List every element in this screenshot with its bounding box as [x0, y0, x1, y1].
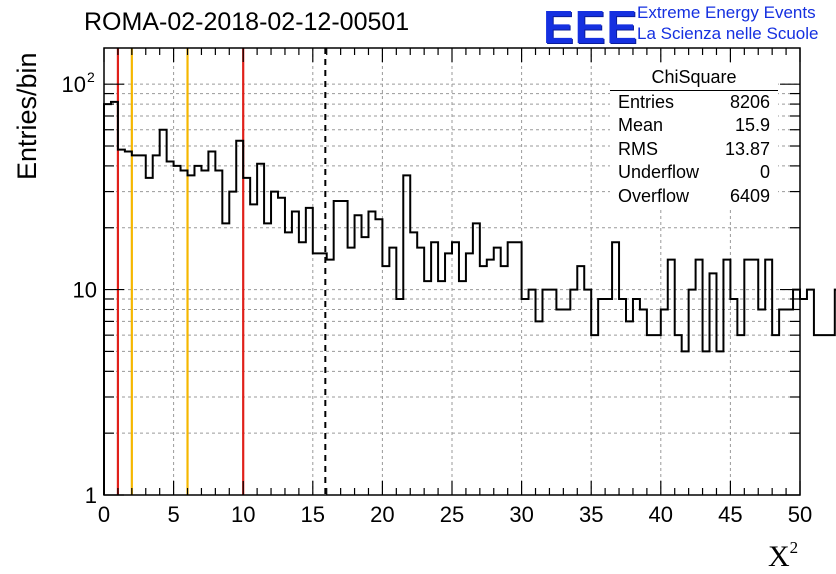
x-tick-label: 45: [718, 502, 742, 527]
stats-row: Mean 15.9: [610, 114, 778, 137]
x-tick-label: 25: [440, 502, 464, 527]
logo-line-2: La Scienza nelle Scuole: [637, 24, 819, 43]
stats-name: ChiSquare: [610, 66, 778, 91]
x-axis-label-base: X: [768, 540, 790, 573]
y-tick-label: 1: [85, 483, 97, 508]
logo-line-1: Extreme Energy Events: [637, 3, 816, 22]
stats-label: Entries: [618, 92, 675, 112]
x-tick-label: 10: [231, 502, 255, 527]
y-tick-label: 10: [62, 72, 86, 97]
x-tick-label: 40: [649, 502, 673, 527]
stats-value: 6409: [729, 185, 770, 206]
axis-ticks: [103, 48, 801, 496]
y-tick-label: 10: [73, 278, 97, 303]
stats-label: Overflow: [618, 185, 690, 206]
stats-value: 15.9: [734, 115, 770, 136]
x-tick-label: 15: [301, 502, 325, 527]
marker-lines: [116, 48, 327, 495]
stats-label: RMS: [618, 138, 658, 159]
x-tick-label: 50: [788, 502, 812, 527]
stats-label: Underflow: [618, 162, 700, 183]
x-tick-label: 20: [370, 502, 394, 527]
x-axis-label: X2: [768, 538, 798, 574]
eee-logo: EEE: [543, 1, 639, 53]
stats-row: RMS 13.87: [610, 138, 778, 161]
x-axis-label-exponent: 2: [789, 538, 799, 557]
x-tick-label: 5: [167, 502, 179, 527]
x-tick-label: 35: [579, 502, 603, 527]
stats-box: ChiSquare Entries 8206 Mean 15.9 RMS 13.87 …: [610, 66, 778, 208]
stats-row: Entries 8206: [610, 91, 778, 114]
x-tick-label: 0: [98, 502, 110, 527]
grid-lines: [104, 48, 800, 495]
stats-row: Overflow 6409: [610, 185, 778, 208]
x-tick-label: 30: [509, 502, 533, 527]
plot-title: ROMA-02-2018-02-12-00501: [84, 8, 410, 36]
stats-label: Mean: [618, 115, 664, 136]
y-axis-label: Entries/bin: [12, 52, 42, 180]
histogram-series: [103, 100, 836, 495]
stats-row: Underflow 0: [610, 161, 778, 184]
stats-value: 8206: [729, 92, 770, 112]
stats-value: 13.87: [724, 138, 770, 159]
stats-value: 0: [759, 162, 770, 183]
y-tick-label-exponent: 2: [87, 69, 95, 85]
